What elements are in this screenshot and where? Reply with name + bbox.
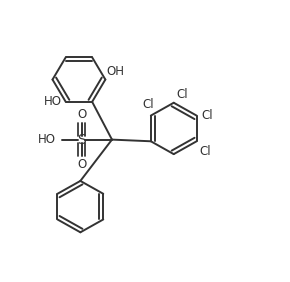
Text: S: S <box>77 133 86 147</box>
Text: Cl: Cl <box>177 88 188 101</box>
Text: HO: HO <box>44 95 61 108</box>
Text: Cl: Cl <box>200 146 211 158</box>
Text: Cl: Cl <box>142 98 154 111</box>
Text: OH: OH <box>107 65 125 78</box>
Text: Cl: Cl <box>201 109 213 122</box>
Text: HO: HO <box>38 133 56 146</box>
Text: O: O <box>77 108 86 121</box>
Text: O: O <box>77 158 86 171</box>
